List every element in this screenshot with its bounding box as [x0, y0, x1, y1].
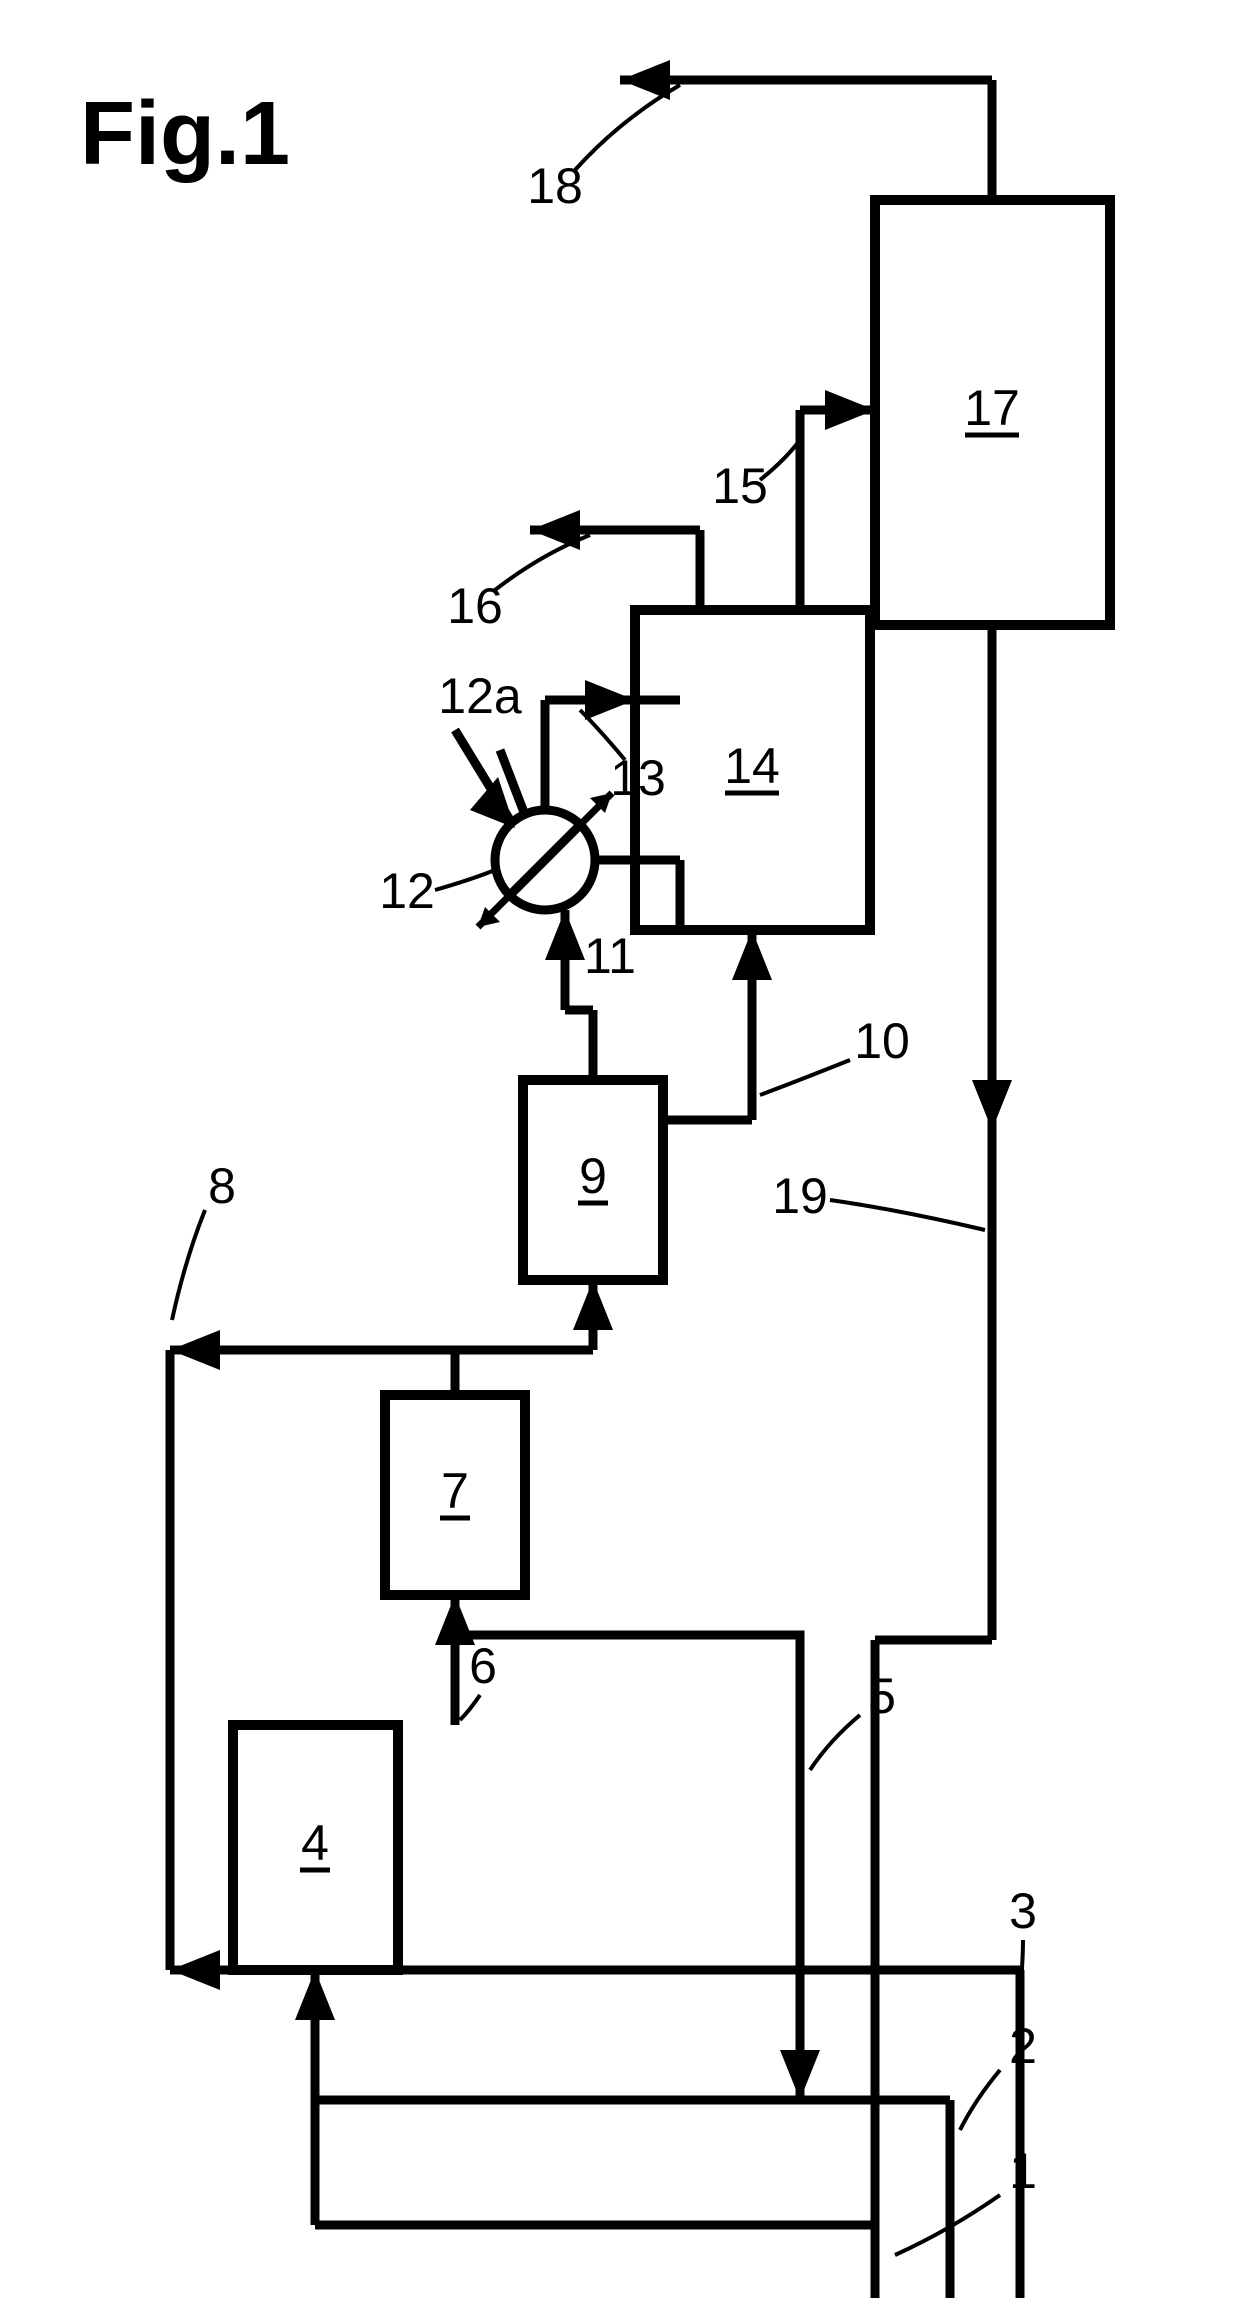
- ref-15: 15: [712, 458, 768, 514]
- ref-1: 1: [1009, 2143, 1037, 2199]
- flow-line-3: [170, 1950, 1020, 2298]
- flow-line-7-to-9: [455, 1280, 613, 1395]
- flow-line-12a: [455, 730, 515, 828]
- ref-11: 11: [584, 928, 636, 984]
- block-14-label: 14: [724, 738, 780, 794]
- leader-13: [580, 710, 625, 760]
- ref-6: 6: [469, 1638, 497, 1694]
- flow-line-15: [800, 390, 875, 610]
- ref-12a: 12a: [438, 668, 522, 724]
- figure-title: Fig.1: [80, 84, 290, 184]
- leader-2: [960, 2070, 1000, 2130]
- block-4-label: 4: [301, 1815, 329, 1871]
- flow-line-1: [315, 2100, 875, 2298]
- leader-6: [460, 1695, 480, 1720]
- ref-5: 5: [868, 1668, 896, 1724]
- ref-13: 13: [610, 750, 666, 806]
- block-7-label: 7: [441, 1463, 469, 1519]
- leader-10: [760, 1060, 850, 1095]
- ref-16: 16: [447, 578, 503, 634]
- leader-5: [810, 1715, 860, 1770]
- ref-18: 18: [527, 158, 583, 214]
- block-17-label: 17: [964, 380, 1020, 436]
- flow-line-5: [455, 1635, 820, 2100]
- ref-3: 3: [1009, 1883, 1037, 1939]
- ref-12: 12: [379, 863, 435, 919]
- flow-line-2: [295, 1970, 950, 2298]
- flow-line-18: [620, 60, 992, 200]
- flow-line-19: [875, 625, 1012, 2225]
- flow-line-8: [170, 1330, 455, 1970]
- ref-8: 8: [208, 1158, 236, 1214]
- ref-10: 10: [854, 1013, 910, 1069]
- leader-8: [172, 1210, 205, 1320]
- leader-18: [575, 85, 680, 170]
- ref-2: 2: [1009, 2018, 1037, 2074]
- leader-3: [1020, 1940, 1023, 1995]
- leader-19: [830, 1200, 985, 1230]
- block-9-label: 9: [579, 1148, 607, 1204]
- leader-12: [435, 870, 495, 890]
- ref-19: 19: [772, 1168, 828, 1224]
- flow-line-10: [663, 930, 772, 1120]
- flow-line-16: [530, 510, 700, 610]
